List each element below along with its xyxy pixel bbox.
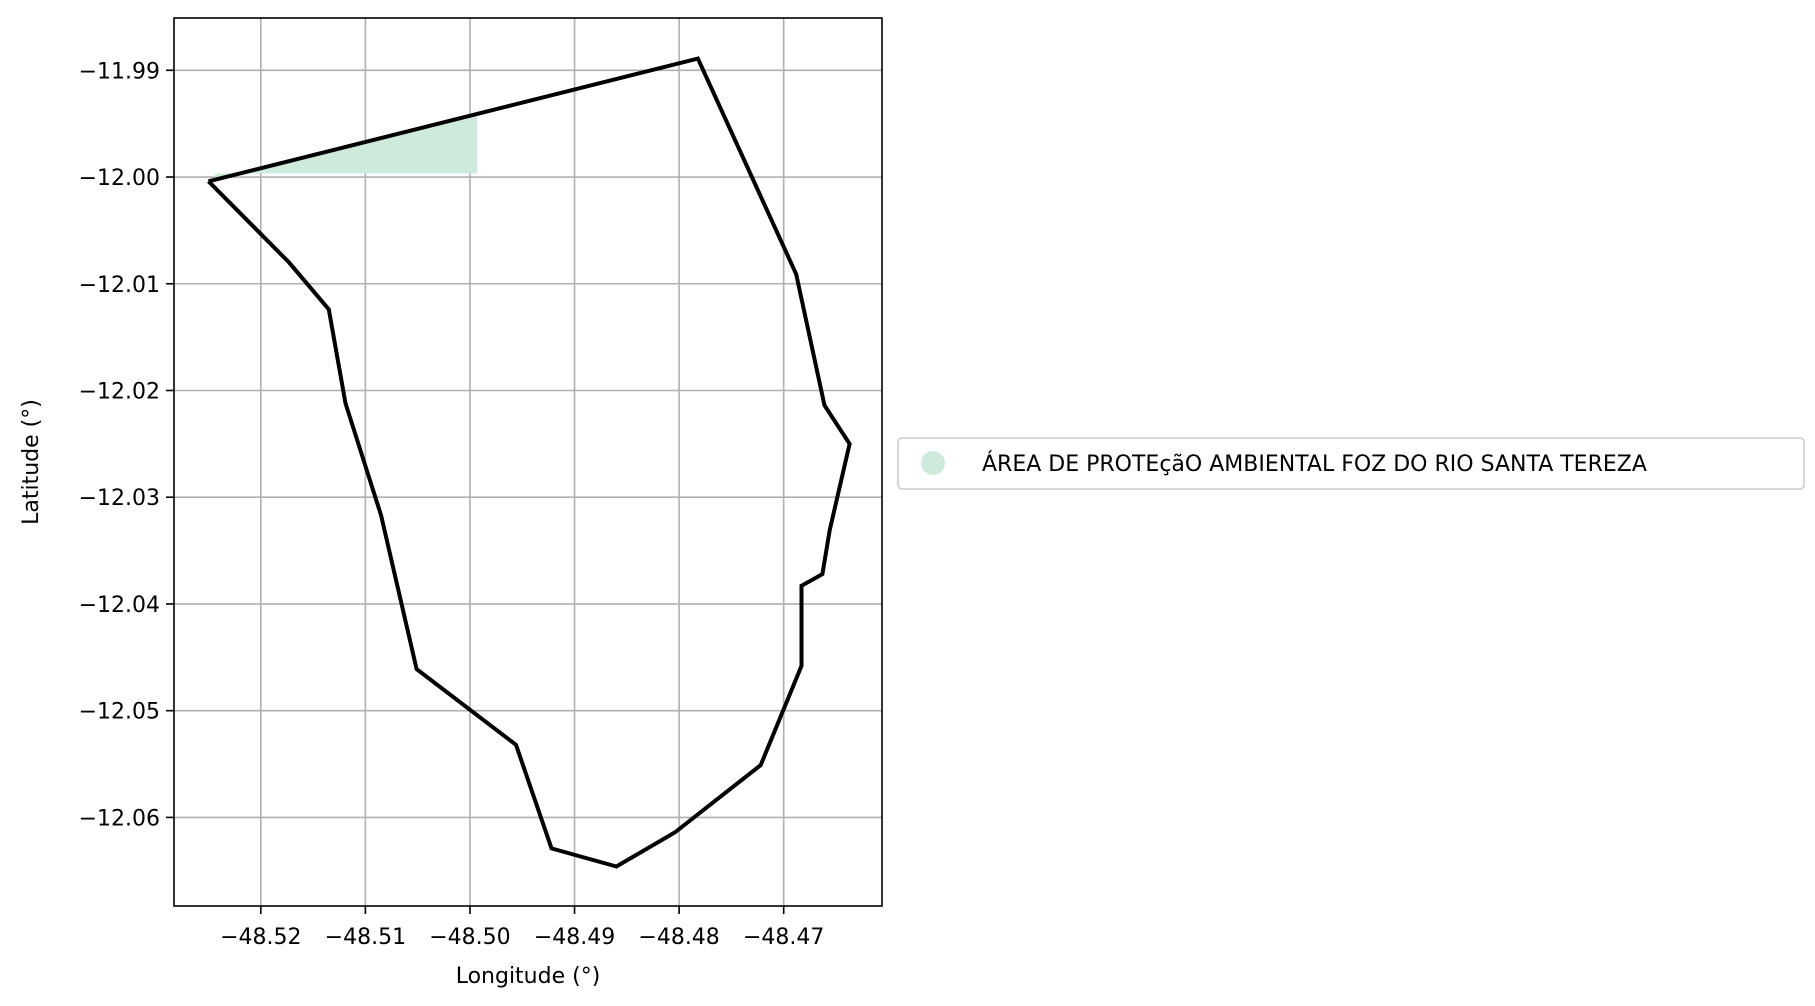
- y-tick-label-2: −12.01: [79, 273, 160, 298]
- grid-lines: [174, 18, 882, 906]
- legend: ÁREA DE PROTEçãO AMBIENTAL FOZ DO RIO SA…: [897, 437, 1805, 490]
- x-tick-label-4: −48.48: [638, 925, 719, 950]
- legend-swatch-marker: [921, 451, 945, 475]
- y-tick-label-3: −12.02: [79, 379, 160, 404]
- legend-label: ÁREA DE PROTEçãO AMBIENTAL FOZ DO RIO SA…: [982, 451, 1647, 477]
- y-axis-ticks: −11.99 −12.00 −12.01 −12.02 −12.03 −12.04 −12.…: [79, 59, 174, 831]
- plot-frame: [173, 17, 883, 907]
- x-tick-label-2: −48.50: [429, 925, 510, 950]
- y-tick-label-0: −11.99: [79, 59, 160, 84]
- x-tick-label-3: −48.49: [534, 925, 615, 950]
- legend-box: [897, 437, 1805, 490]
- x-axis-ticks: −48.52 −48.51 −48.50 −48.49 −48.48 −48.47: [220, 906, 824, 950]
- municipality-boundary-line: [207, 56, 852, 869]
- y-axis-label: Latitude (°): [19, 399, 44, 525]
- x-axis-label: Longitude (°): [456, 964, 601, 989]
- x-tick-label-0: −48.52: [220, 925, 301, 950]
- y-tick-label-1: −12.00: [79, 166, 160, 191]
- y-tick-label-4: −12.03: [79, 486, 160, 511]
- y-tick-label-5: −12.04: [79, 593, 160, 618]
- boundary-layer: [207, 56, 852, 869]
- x-tick-label-1: −48.51: [325, 925, 406, 950]
- x-tick-label-5: −48.47: [743, 925, 824, 950]
- y-tick-label-6: −12.05: [79, 700, 160, 725]
- y-tick-label-7: −12.06: [79, 806, 160, 831]
